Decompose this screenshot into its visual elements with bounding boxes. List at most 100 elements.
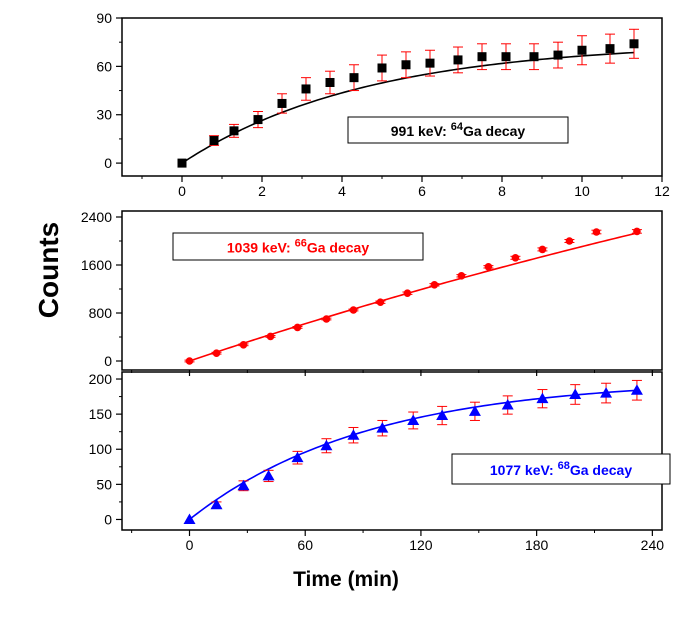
data-point [320, 439, 333, 451]
data-point [425, 58, 435, 68]
x-tick-label: 6 [418, 183, 426, 199]
data-point [430, 281, 439, 289]
data-point [347, 429, 360, 440]
y-tick-label: 200 [89, 371, 113, 387]
legend: 1077 keV: 68Ga decay [451, 453, 671, 485]
data-point [565, 237, 574, 245]
legend-energy: 1077 keV: [490, 462, 558, 478]
data-point [457, 272, 466, 280]
data-point [468, 405, 481, 416]
data-point [376, 298, 385, 307]
chart-panel-2: 0 800 1600 2400 1039 keV: 66Ga decay [81, 209, 663, 376]
data-point [553, 50, 563, 60]
data-point [453, 55, 463, 65]
data-point [536, 392, 549, 404]
legend-rest: Ga decay [570, 462, 632, 478]
data-point [212, 349, 221, 358]
data-point [277, 98, 287, 108]
legend-mass-number: 68 [558, 460, 570, 472]
legend-rest: Ga decay [307, 240, 369, 256]
data-point [477, 52, 487, 62]
legend-rest: Ga decay [463, 123, 525, 139]
data-point [210, 498, 223, 510]
x-tick-label: 60 [297, 537, 313, 553]
data-point [253, 115, 263, 125]
data-point [600, 387, 613, 398]
y-tick-label: 1600 [81, 257, 112, 273]
data-point [185, 357, 194, 365]
legend-energy: 991 keV: [391, 123, 451, 139]
data-point [605, 44, 615, 54]
data-point [511, 253, 520, 262]
data-point [177, 158, 187, 168]
plot-frame [121, 17, 663, 177]
chart-panel-1: 0 2 4 6 8 10 12 0 30 60 90 991 keV: 64Ga decay [96, 10, 670, 199]
data-point [229, 126, 239, 136]
data-point [403, 289, 412, 298]
plot-frame [121, 210, 663, 371]
data-point [237, 479, 250, 491]
data-point [501, 399, 514, 410]
data-point [577, 45, 587, 55]
legend-box [451, 453, 671, 485]
data-point [401, 60, 411, 70]
x-tick-label: 240 [641, 537, 665, 553]
y-tick-label: 30 [96, 107, 112, 123]
y-axis-title: Counts [33, 222, 64, 318]
data-point [436, 409, 449, 421]
y-tick-label: 0 [104, 353, 112, 369]
data-point [569, 388, 582, 399]
x-tick-label: 0 [186, 537, 194, 553]
y-tick-label: 0 [104, 155, 112, 171]
data-point [262, 469, 275, 481]
data-point [630, 384, 643, 395]
data-point [484, 263, 493, 271]
legend-label: 991 keV: 64Ga decay [391, 121, 526, 139]
y-tick-label: 50 [96, 476, 112, 492]
data-point [291, 451, 304, 463]
legend-mass-number: 64 [451, 121, 464, 133]
data-point [529, 52, 539, 62]
y-tick-label: 0 [104, 511, 112, 527]
y-tick-label: 150 [89, 406, 113, 422]
x-tick-label: 8 [498, 183, 506, 199]
data-point [407, 414, 420, 425]
fit-curve [189, 232, 638, 362]
data-point [239, 341, 248, 349]
legend-box [347, 116, 569, 144]
data-point [349, 73, 359, 83]
data-point [633, 227, 641, 236]
x-tick-label: 10 [574, 183, 590, 199]
data-point [376, 422, 389, 433]
y-tick-label: 2400 [81, 209, 112, 225]
y-tick-label: 60 [96, 58, 112, 74]
data-point [301, 84, 311, 94]
data-point [293, 323, 302, 332]
legend-mass-number: 66 [295, 238, 307, 250]
data-point [501, 52, 511, 62]
y-tick-label: 100 [89, 441, 113, 457]
x-tick-label: 0 [178, 183, 186, 199]
data-point [209, 136, 219, 146]
x-tick-label: 2 [258, 183, 266, 199]
data-point [325, 77, 335, 87]
x-axis-title: Time (min) [293, 568, 399, 591]
data-point [349, 306, 358, 314]
data-point [377, 63, 387, 73]
data-point [322, 315, 331, 323]
y-tick-label: 800 [89, 305, 113, 321]
data-point [266, 332, 275, 341]
legend-energy: 1039 keV: [227, 240, 295, 256]
plot-frame [121, 371, 663, 531]
legend: 991 keV: 64Ga decay [347, 116, 569, 144]
legend-box [172, 232, 424, 261]
legend-label: 1039 keV: 66Ga decay [227, 238, 369, 256]
data-point [592, 228, 601, 236]
x-tick-label: 12 [654, 183, 670, 199]
chart-panel-3: 0 60 120 180 240 0 50 100 150 200 1077 keV: 68Ga d… [89, 371, 671, 553]
legend: 1039 keV: 66Ga decay [172, 232, 424, 261]
x-tick-label: 4 [338, 183, 346, 199]
x-tick-label: 120 [409, 537, 433, 553]
data-point [183, 513, 196, 524]
